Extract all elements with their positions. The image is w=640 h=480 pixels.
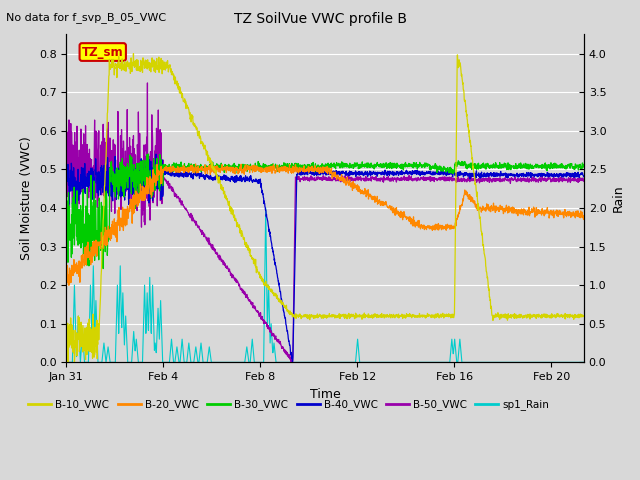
Text: TZ_sm: TZ_sm — [82, 46, 124, 59]
Text: TZ SoilVue VWC profile B: TZ SoilVue VWC profile B — [234, 12, 406, 26]
Y-axis label: Rain: Rain — [612, 184, 625, 212]
Text: No data for f_svp_B_05_VWC: No data for f_svp_B_05_VWC — [6, 12, 166, 23]
Y-axis label: Soil Moisture (VWC): Soil Moisture (VWC) — [20, 136, 33, 260]
Legend: B-10_VWC, B-20_VWC, B-30_VWC, B-40_VWC, B-50_VWC, sp1_Rain: B-10_VWC, B-20_VWC, B-30_VWC, B-40_VWC, … — [24, 396, 554, 415]
X-axis label: Time: Time — [310, 388, 340, 401]
